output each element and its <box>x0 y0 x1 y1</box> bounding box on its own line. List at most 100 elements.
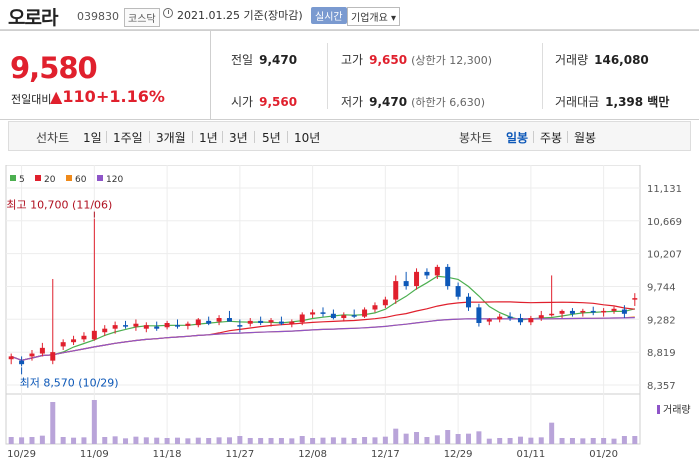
volume-bar <box>476 431 482 444</box>
candle-body <box>237 325 243 327</box>
candle-body <box>569 310 575 314</box>
period-1w[interactable]: 1주일 <box>113 131 143 145</box>
chart-svg: 11,131 10,669 10,207 9,744 9,282 8,819 8,357 10… <box>5 164 691 460</box>
y-tick-label: 9,744 <box>647 283 676 294</box>
candle-body <box>310 312 316 315</box>
volume-bar <box>19 437 25 444</box>
candle-body <box>445 266 451 287</box>
ma-legend-label: 60 <box>75 175 87 185</box>
volume-bar <box>403 433 409 444</box>
candle-body <box>611 308 617 311</box>
change-value: ▲110 <box>50 87 96 106</box>
candle-body <box>362 309 368 317</box>
period-1d[interactable]: 1일 <box>83 131 102 145</box>
period-3y[interactable]: 3년 <box>229 131 248 145</box>
high-price: 고가 9,650 (상한가 12,300) <box>341 53 492 67</box>
candle-body <box>559 310 565 314</box>
price-panel: 9,580 전일대비 ▲110 +1.16% <box>0 30 211 120</box>
candle-body <box>91 330 97 340</box>
candle-body <box>123 325 129 327</box>
price-stats: 전일 9,470 고가 9,650 (상한가 12,300) 거래량 146,080 시… <box>211 30 699 120</box>
x-tick-label: 12/08 <box>298 449 327 460</box>
period-toolbar: 선차트 1일 1주일 3개월 1년 3년 5년 10년 봉차트 일봉 주봉 월봉 <box>8 121 691 151</box>
volume-bar <box>8 437 14 444</box>
realtime-button[interactable]: 실시간 <box>311 7 347 24</box>
period-3m[interactable]: 3개월 <box>156 131 186 145</box>
x-tick-label: 10/29 <box>7 449 36 460</box>
candle-body <box>517 318 523 323</box>
volume-bar <box>455 434 461 444</box>
low-annotation: 최저 8,570 (10/29) <box>20 376 119 389</box>
period-10y[interactable]: 10년 <box>294 131 321 145</box>
candle-body <box>289 321 295 324</box>
y-tick-label: 10,207 <box>647 250 682 261</box>
x-tick-label: 01/11 <box>516 449 545 460</box>
volume-bar <box>216 437 222 444</box>
candle-body <box>621 309 627 314</box>
base-date: 2021.01.25 기준(장마감) <box>177 9 303 22</box>
ma-legend-label: 120 <box>106 175 123 185</box>
volume-bar <box>164 438 170 444</box>
volume-bar <box>71 437 77 444</box>
volume-bar <box>632 436 638 444</box>
period-daily[interactable]: 일봉 <box>506 131 529 145</box>
volume-bar <box>601 438 607 444</box>
candle-body <box>455 286 461 297</box>
volume-bar <box>310 438 316 444</box>
volume-bar <box>538 437 544 444</box>
volume-bar <box>351 438 357 444</box>
volume-bar <box>143 437 149 444</box>
x-tick-label: 12/17 <box>371 449 400 460</box>
period-5y[interactable]: 5년 <box>262 131 281 145</box>
volume: 거래량 146,080 <box>555 53 649 67</box>
volume-bar <box>507 438 513 444</box>
ma-legend-swatch <box>35 175 41 181</box>
ma-line-60 <box>10 316 635 361</box>
volume-bar <box>185 438 191 444</box>
candle-body <box>507 316 513 319</box>
volume-bar <box>341 437 347 444</box>
volume-bar <box>580 438 586 444</box>
candle-body <box>538 315 544 319</box>
candle-body <box>112 325 118 329</box>
candle-body <box>154 326 160 329</box>
volume-bar <box>486 438 492 444</box>
volume-bar <box>320 437 326 444</box>
candle-body <box>476 307 482 324</box>
volume-bar <box>559 438 565 444</box>
candle-body <box>71 339 77 343</box>
candle-body <box>320 312 326 314</box>
candle-body <box>299 314 305 323</box>
volume-bar <box>123 438 129 444</box>
candle-body <box>351 315 357 317</box>
candle-body <box>268 320 274 323</box>
candle-body <box>278 321 284 324</box>
change-label: 전일대비 <box>11 93 52 106</box>
volume-bar <box>434 435 440 444</box>
stock-code: 039830 <box>77 10 119 23</box>
candle-body <box>382 299 388 306</box>
volume-bar <box>102 437 108 444</box>
trading-amount: 거래대금 1,398 백만 <box>555 95 670 109</box>
candle-body <box>258 320 264 324</box>
period-monthly[interactable]: 월봉 <box>574 131 597 145</box>
line-chart-label: 선차트 <box>36 131 70 145</box>
period-1y[interactable]: 1년 <box>199 131 218 145</box>
company-info-dropdown[interactable]: 기업개요 ▾ <box>347 7 400 26</box>
volume-bar <box>424 437 430 444</box>
candle-body <box>8 356 14 360</box>
volume-bar <box>112 436 118 444</box>
candle-body <box>403 281 409 287</box>
volume-bar <box>258 438 264 444</box>
candle-chart[interactable]: 11,131 10,669 10,207 9,744 9,282 8,819 8,357 10… <box>0 164 699 468</box>
ma-legend-label: 5 <box>19 175 25 185</box>
open-price: 시가 9,560 <box>231 95 298 109</box>
ma-legend-swatch <box>97 175 103 181</box>
volume-bar <box>39 435 45 444</box>
period-weekly[interactable]: 주봉 <box>540 131 563 145</box>
candle-body <box>632 298 638 300</box>
candle-body <box>486 319 492 322</box>
volume-bar <box>60 437 66 444</box>
candle-body <box>601 310 607 313</box>
volume-bar <box>497 438 503 444</box>
